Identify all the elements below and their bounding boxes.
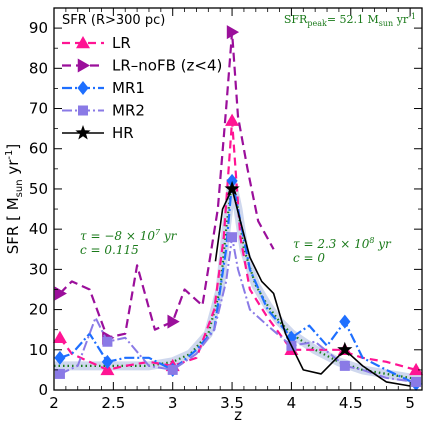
legend-marker-0 (76, 36, 90, 49)
legend-label-4: HR (112, 124, 134, 142)
left-fit-c: c = 0.115 (80, 243, 139, 257)
series-2-point-1 (101, 354, 114, 369)
series-3-point-2 (167, 364, 178, 375)
series-0-point-3 (225, 113, 240, 126)
legend-marker-1 (77, 58, 90, 73)
series-line-3 (59, 236, 417, 383)
y-tick-label-1: 10 (29, 341, 48, 359)
legend: SFR (R>300 pc) LR LR–noFB (z<4) MR1 MR2 HR (62, 13, 222, 142)
legend-label-0: LR (112, 34, 131, 52)
series-2-point-3 (226, 173, 238, 188)
series-3-point-1 (102, 336, 113, 347)
y-axis-label: SFR [ Msun yr-1] (4, 144, 25, 254)
y-tick-label-4: 40 (29, 220, 48, 238)
peak-annotation: SFRpeak= 52.1 Msun yr-1 (284, 12, 416, 28)
left-fit-tau: τ = −8 × 107 yr (80, 228, 178, 243)
series-2-point-0 (54, 350, 66, 365)
x-tick-label-4: 4 (287, 394, 297, 412)
series-2-point-5 (339, 314, 351, 329)
y-tick-label-8: 80 (29, 59, 48, 77)
legend-marker-4 (75, 125, 91, 140)
series-1-point-3 (226, 25, 240, 40)
x-tick-label-6: 5 (405, 394, 415, 412)
plot-frame (53, 7, 423, 391)
series-3-point-6 (411, 376, 422, 387)
legend-label-3: MR2 (112, 102, 145, 120)
y-tick-label-3: 30 (29, 260, 48, 278)
x-tick-label-2: 3 (168, 394, 178, 412)
legend-label-1: LR–noFB (z<4) (112, 57, 222, 75)
legend-marker-2 (77, 81, 89, 95)
series-3-point-3 (227, 232, 238, 243)
y-tick-label-9: 90 (29, 19, 48, 37)
series-4-point-1 (337, 341, 353, 357)
series-line-0 (59, 119, 417, 371)
series-1-point-2 (167, 314, 180, 329)
y-tick-label-5: 50 (29, 180, 48, 198)
legend-title: SFR (R>300 pc) (62, 13, 165, 28)
series-4-point-0 (224, 180, 240, 196)
x-tick-label-3: 3.5 (220, 394, 244, 412)
y-tick-label-7: 70 (29, 100, 48, 118)
series-1-point-0 (54, 286, 67, 301)
x-tick-label-0: 2 (49, 394, 59, 412)
legend-marker-3 (78, 105, 88, 116)
series-3-point-0 (54, 368, 65, 379)
series-0-point-0 (52, 330, 67, 343)
series-line-1 (59, 31, 275, 339)
right-fit-c: c = 0 (293, 251, 325, 265)
legend-label-2: MR1 (112, 79, 145, 97)
right-fit-tau: τ = 2.3 × 108 yr (293, 236, 392, 251)
series-0-point-1 (100, 362, 115, 376)
x-axis-label: z (234, 406, 242, 424)
series-line-4 (214, 188, 411, 387)
x-tick-label-5: 4.5 (339, 394, 363, 412)
y-tick-label-6: 60 (29, 140, 48, 158)
series-3-point-5 (339, 360, 350, 371)
y-tick-label-0: 0 (38, 381, 48, 399)
x-tick-label-1: 2.5 (101, 394, 125, 412)
y-tick-label-2: 20 (29, 301, 48, 319)
series-0-point-6 (409, 362, 424, 376)
